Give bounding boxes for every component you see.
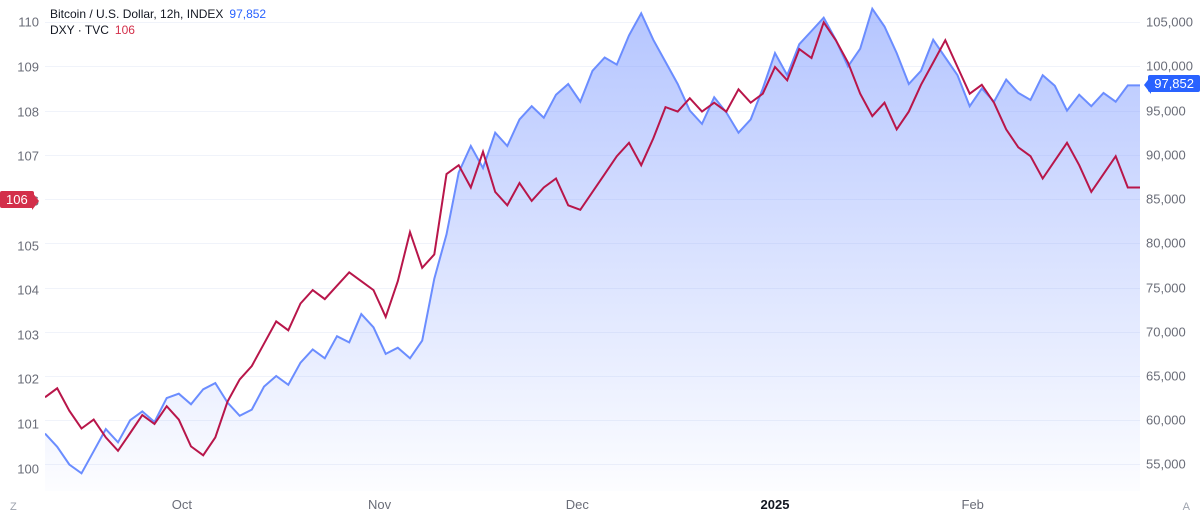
x-tick-label: Oct <box>172 497 192 512</box>
x-tick-label: Dec <box>566 497 589 512</box>
right-tick-label: 70,000 <box>1146 324 1186 339</box>
legend-secondary-value: 106 <box>115 22 135 38</box>
plot-area[interactable] <box>45 0 1140 491</box>
chart-svg <box>45 0 1140 491</box>
left-tick-label: 107 <box>17 149 39 164</box>
x-tick-label: Feb <box>962 497 984 512</box>
legend: Bitcoin / U.S. Dollar, 12h, INDEX 97,852… <box>50 6 266 38</box>
legend-primary-symbol: Bitcoin / U.S. Dollar, 12h, INDEX <box>50 6 223 22</box>
x-tick-label: Nov <box>368 497 391 512</box>
left-tick-label: 102 <box>17 372 39 387</box>
right-tick-label: 105,000 <box>1146 15 1193 30</box>
legend-secondary-symbol: DXY · TVC <box>50 22 109 38</box>
legend-primary-value: 97,852 <box>229 6 266 22</box>
right-tick-label: 95,000 <box>1146 103 1186 118</box>
right-tick-label: 90,000 <box>1146 147 1186 162</box>
left-flag-pointer-icon <box>32 192 39 210</box>
left-tick-label: 108 <box>17 104 39 119</box>
left-tick-label: 109 <box>17 59 39 74</box>
right-tick-label: 100,000 <box>1146 59 1193 74</box>
left-tick-label: 100 <box>17 461 39 476</box>
left-tick-label: 105 <box>17 238 39 253</box>
right-tick-label: 80,000 <box>1146 236 1186 251</box>
left-tick-label: 103 <box>17 327 39 342</box>
legend-secondary[interactable]: DXY · TVC 106 <box>50 22 266 38</box>
right-flag-pointer-icon <box>1144 76 1151 94</box>
x-axis: Oct Nov Dec 2025 Feb <box>45 491 1140 521</box>
legend-primary[interactable]: Bitcoin / U.S. Dollar, 12h, INDEX 97,852 <box>50 6 266 22</box>
left-tick-label: 110 <box>18 15 39 30</box>
left-axis-price-flag: 106 <box>0 191 34 208</box>
right-tick-label: 65,000 <box>1146 368 1186 383</box>
right-axis-price-flag: 97,852 <box>1148 75 1200 92</box>
right-tick-label: 85,000 <box>1146 192 1186 207</box>
right-tick-label: 75,000 <box>1146 280 1186 295</box>
right-tick-label: 55,000 <box>1146 457 1186 472</box>
bottom-left-indicator[interactable]: Z <box>10 501 17 513</box>
x-tick-label: 2025 <box>761 497 790 512</box>
left-y-axis: 100 101 102 103 104 105 106 107 108 109 110 <box>0 0 45 491</box>
right-y-axis: 55,000 60,000 65,000 70,000 75,000 80,000 85,0… <box>1140 0 1200 491</box>
left-tick-label: 101 <box>17 417 39 432</box>
bottom-right-indicator[interactable]: A <box>1183 501 1190 513</box>
chart-container: 100 101 102 103 104 105 106 107 108 109 110 55,000… <box>0 0 1200 521</box>
left-tick-label: 104 <box>17 283 39 298</box>
right-tick-label: 60,000 <box>1146 413 1186 428</box>
